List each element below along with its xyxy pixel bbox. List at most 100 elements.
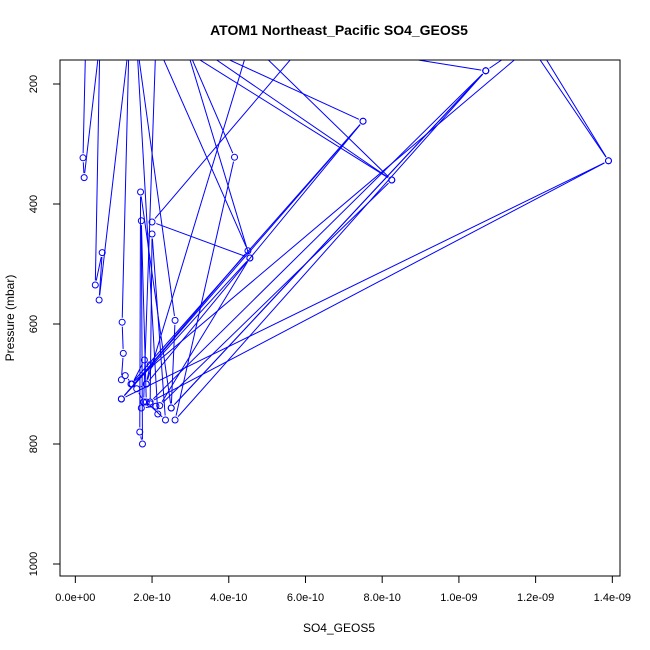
data-point	[171, 416, 179, 424]
series-layer	[79, 39, 612, 448]
data-point	[359, 117, 367, 125]
series-segment	[140, 196, 172, 404]
data-point	[117, 376, 125, 384]
series-segment	[546, 60, 607, 158]
series-segment	[191, 60, 234, 154]
series-segment	[267, 60, 389, 178]
series-segment	[173, 73, 484, 406]
data-point	[148, 218, 156, 226]
data-point	[126, 39, 132, 45]
series-segment	[161, 261, 248, 403]
series-segment	[149, 238, 153, 400]
data-point	[604, 157, 612, 165]
series-segment	[148, 124, 361, 381]
data-point	[167, 404, 175, 412]
data-point	[142, 380, 150, 388]
data-point	[118, 318, 126, 326]
series-segment	[163, 60, 247, 247]
data-point	[137, 188, 145, 196]
y-tick-label: 800	[28, 435, 40, 453]
data-point	[231, 153, 239, 161]
series-segment	[140, 225, 147, 398]
series-segment	[154, 60, 291, 219]
data-point	[134, 39, 140, 45]
data-point	[97, 39, 103, 45]
data-point	[127, 380, 135, 388]
series-segment	[539, 60, 607, 158]
data-point	[142, 398, 150, 406]
data-point	[187, 39, 193, 45]
x-tick-label: 8.0e-10	[364, 592, 401, 604]
y-tick-label: 600	[28, 315, 40, 333]
data-point	[91, 281, 99, 289]
series-segment	[94, 60, 101, 281]
data-point	[482, 67, 490, 75]
series-segment	[82, 162, 85, 174]
series-segment	[121, 60, 130, 318]
data-point	[302, 39, 308, 45]
series-segment	[153, 162, 605, 401]
series-segment	[228, 60, 360, 120]
series-segment	[139, 196, 142, 428]
y-tick-label: 200	[28, 75, 40, 93]
data-point	[244, 247, 252, 255]
series-segment	[143, 60, 156, 398]
series-segment	[127, 378, 130, 381]
x-tick-label: 1.2e-09	[517, 592, 554, 604]
x-tick-label: 0.0e+00	[55, 592, 95, 604]
x-tick-label: 1.0e-09	[440, 592, 477, 604]
data-point	[161, 416, 169, 424]
series-segment	[177, 73, 484, 417]
data-point	[154, 410, 162, 418]
data-point	[533, 39, 539, 45]
data-point	[83, 39, 89, 45]
x-tick-label: 6.0e-10	[287, 592, 324, 604]
y-tick-label: 1000	[28, 552, 40, 576]
series-segment	[133, 363, 143, 381]
data-point	[98, 249, 106, 257]
data-point	[525, 39, 531, 45]
series-segment	[215, 60, 389, 178]
series-segment	[489, 60, 503, 69]
data-point	[136, 428, 144, 436]
y-axis-label: Pressure (mbar)	[3, 275, 17, 362]
series-segment	[137, 60, 159, 410]
series-segment	[84, 60, 99, 174]
x-tick-label: 2.0e-10	[133, 592, 170, 604]
data-point	[171, 316, 179, 324]
data-point	[117, 395, 125, 403]
series-segment	[95, 256, 102, 281]
series-segment	[175, 161, 235, 416]
series-segment	[134, 60, 516, 382]
data-point	[247, 39, 253, 45]
series-segment	[133, 124, 361, 381]
series-segment	[149, 404, 163, 418]
data-point	[153, 39, 159, 45]
data-point	[121, 372, 129, 380]
series-segment	[138, 60, 175, 317]
y-tick-label: 400	[28, 195, 40, 213]
series-segment	[156, 223, 246, 257]
series-segment	[146, 369, 150, 380]
x-axis: 0.0e+00 2.0e-10 4.0e-10 6.0e-10 8.0e-10 1.0e-…	[55, 575, 631, 604]
data-point	[140, 356, 148, 364]
data-point	[388, 176, 396, 184]
series-segment	[162, 182, 389, 403]
data-point	[140, 398, 148, 406]
data-point	[133, 385, 141, 393]
series-segment	[152, 73, 483, 400]
data-point	[182, 39, 188, 45]
series-segment	[124, 260, 248, 397]
data-point	[148, 230, 156, 238]
data-point	[138, 440, 146, 448]
series-segment	[125, 162, 605, 398]
chart-title: ATOM1 Northeast_Pacific SO4_GEOS5	[210, 22, 468, 38]
series-segment	[414, 60, 482, 71]
series-segment	[121, 326, 124, 349]
data-point	[119, 349, 127, 357]
data-point	[246, 254, 254, 262]
data-point	[146, 361, 154, 369]
series-segment	[98, 257, 103, 296]
y-axis: 200 400 600 800 1000	[28, 75, 61, 576]
